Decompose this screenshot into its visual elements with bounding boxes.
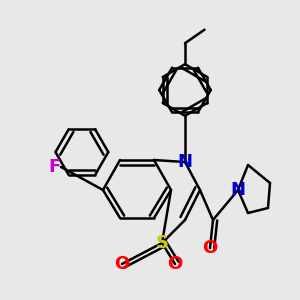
Text: F: F: [49, 158, 61, 176]
Text: O: O: [167, 255, 183, 273]
Text: N: N: [178, 153, 193, 171]
Text: N: N: [230, 181, 245, 199]
Text: O: O: [114, 255, 130, 273]
Text: O: O: [202, 239, 217, 257]
Text: S: S: [155, 234, 169, 252]
